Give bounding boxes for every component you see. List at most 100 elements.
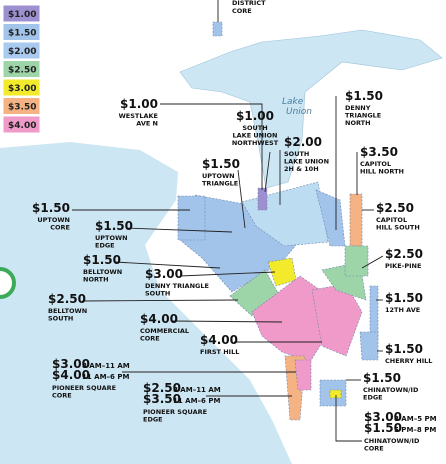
zone-name: SOUTH	[48, 315, 73, 323]
rate: $4.00	[52, 368, 90, 382]
zone-name: NORTH	[345, 119, 371, 127]
cherry-hill-zone	[359, 331, 379, 361]
zone-name: LAKE UNION	[232, 132, 277, 140]
rate: $1.50	[95, 219, 133, 233]
zone-name: CORE	[50, 224, 70, 232]
zone-name: HILL NORTH	[360, 168, 404, 176]
legend-swatch	[2, 60, 41, 78]
leader-line	[160, 103, 263, 190]
rate-time: 8 AM–5 PM	[394, 415, 437, 423]
legend-label: $4.00	[8, 121, 36, 131]
rate-time: 11 AM–6 PM	[173, 397, 220, 405]
leader-line	[361, 255, 384, 269]
capitol-south-zone	[344, 245, 369, 277]
zone-name: AVE N	[136, 120, 158, 128]
zone-name: TRIANGLE	[345, 112, 381, 120]
rate: $4.00	[200, 333, 238, 347]
rate: $1.00	[120, 97, 158, 111]
legend-swatch	[2, 23, 41, 41]
chinatown-core-zone	[329, 389, 342, 399]
legend-label: $1.50	[8, 29, 36, 39]
lake-label: Lake	[282, 97, 304, 107]
zone-name: PIONEER SQUARE	[143, 408, 207, 416]
zone-name: BELLTOWN	[48, 307, 87, 315]
zone-name: CORE	[364, 445, 384, 453]
rate: $1.50	[385, 342, 423, 356]
leader-line	[114, 261, 221, 269]
legend-swatch	[2, 4, 41, 23]
legend-label: $3.00	[8, 84, 36, 94]
zone-name: SOUTH	[145, 290, 170, 298]
leader-line	[335, 395, 362, 442]
rate: $2.50	[143, 381, 181, 395]
zone-name: EDGE	[95, 242, 115, 250]
zone-name: 2H & 10H	[284, 165, 319, 173]
legend-label: $1.00	[8, 10, 36, 20]
rate-time: 8 AM–11 AM	[82, 362, 130, 370]
leader-line	[81, 299, 239, 302]
zone-name: UPTOWN	[95, 234, 128, 242]
legend-swatch	[2, 78, 41, 97]
zone-name: SOUTH	[242, 124, 267, 132]
rate: $2.50	[385, 247, 423, 261]
rate: $1.50	[83, 253, 121, 267]
rate: $2.00	[284, 135, 322, 149]
district-zone	[212, 21, 223, 37]
rate-time: 8 AM–11 AM	[173, 386, 221, 394]
denny-north-zone	[315, 189, 346, 247]
zone-name: FIRST HILL	[200, 348, 239, 356]
zone-name: CHINATOWN/ID	[364, 437, 420, 445]
zone-name: PIONEER SQUARE	[52, 384, 116, 392]
rate: $3.50	[360, 145, 398, 159]
rate: $4.00	[140, 312, 178, 326]
zone-name: BELLTOWN	[83, 268, 122, 276]
zone-name: NORTHWEST	[232, 139, 279, 147]
zone-name: UPTOWN	[37, 216, 70, 224]
zone-name: CAPITOL	[376, 216, 407, 224]
uptown-core-zone	[177, 195, 206, 241]
12th-ave-zone	[369, 285, 379, 341]
rate: $1.50	[202, 157, 240, 171]
zone-name: PIKE-PINE	[385, 262, 421, 270]
zone-name: HILL SOUTH	[376, 224, 420, 232]
rate: $1.50	[385, 291, 423, 305]
westlake-zone	[257, 187, 268, 211]
zone-name: NORTH	[83, 276, 109, 284]
leader-line	[179, 271, 276, 277]
rate: $3.00	[145, 267, 183, 281]
commercial-core-zone	[251, 275, 331, 363]
zone-name: DENNY	[345, 104, 371, 112]
rate: $2.50	[48, 292, 86, 306]
zone-name: TRIANGLE	[202, 180, 238, 188]
rate-time: 5 PM–8 PM	[394, 426, 436, 434]
zone-name: EDGE	[143, 416, 163, 424]
zone-name: SOUTH	[284, 150, 309, 158]
district-label: DISTRICT	[232, 0, 266, 7]
legend-label: $2.50	[8, 66, 36, 76]
zone-name: COMMERCIAL	[140, 327, 189, 335]
zone-name: 12TH AVE	[385, 306, 420, 314]
rate: $3.00	[52, 357, 90, 371]
legend-swatch	[2, 115, 41, 134]
rate: $1.50	[363, 371, 401, 385]
zone-name: WESTLAKE	[119, 112, 158, 120]
rate: $1.50	[364, 421, 402, 435]
zone-name: CHINATOWN/ID	[363, 386, 419, 394]
lake-union	[179, 29, 443, 189]
zone-name: LAKE UNION	[284, 158, 329, 166]
leader-line	[264, 151, 271, 193]
zone-name: EDGE	[363, 394, 383, 402]
zone-name: CAPITOL	[360, 160, 391, 168]
legend-label: $3.50	[8, 103, 36, 113]
rate: $3.00	[364, 410, 402, 424]
district-label: CORE	[232, 7, 252, 15]
rate-time: 11 AM–6 PM	[82, 373, 129, 381]
lake-label: Union	[286, 107, 312, 117]
zone-name: CORE	[140, 335, 160, 343]
capitol-north-zone	[349, 193, 363, 247]
marker	[0, 267, 16, 299]
rate: $1.00	[236, 109, 274, 123]
legend-swatch	[2, 41, 41, 60]
rate: $3.50	[143, 392, 181, 406]
